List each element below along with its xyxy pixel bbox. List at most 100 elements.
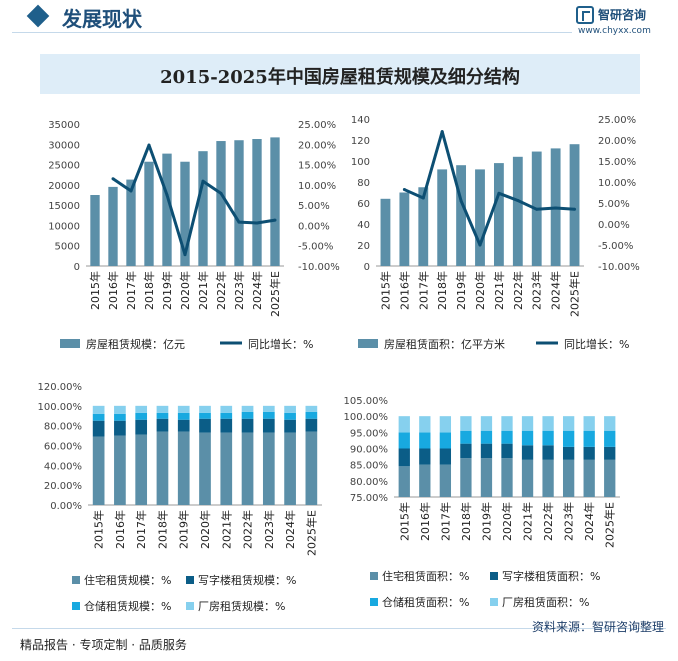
bar bbox=[144, 161, 154, 266]
y-tick-label-right: 15.00% bbox=[298, 161, 336, 172]
bar bbox=[108, 186, 118, 266]
stacked-segment bbox=[419, 464, 431, 497]
stacked-segment bbox=[177, 419, 190, 432]
brand-logo: 智研咨询 www.chyxx.com bbox=[576, 6, 672, 36]
stacked-segment bbox=[262, 411, 275, 419]
stacked-segment bbox=[501, 416, 513, 431]
stacked-segment bbox=[220, 405, 233, 413]
x-tick-label: 2024年 bbox=[283, 510, 297, 549]
stacked-segment bbox=[419, 432, 431, 449]
x-tick-label: 2021年 bbox=[219, 510, 233, 549]
page-footer: 精品报告 · 专项定制 · 品质服务 资料来源：智研咨询整理 bbox=[0, 620, 678, 661]
stacked-segment bbox=[439, 432, 452, 449]
line-point bbox=[111, 177, 115, 181]
x-tick-label: 2021年 bbox=[492, 271, 506, 310]
stacked-segment bbox=[305, 418, 318, 432]
x-tick-label: 2015年 bbox=[92, 510, 106, 549]
x-tick-label: 2022年 bbox=[241, 510, 255, 549]
logo-url: www.chyxx.com bbox=[578, 26, 651, 36]
x-tick-label: 2019年 bbox=[160, 271, 174, 310]
stacked-segment bbox=[419, 448, 431, 465]
stacked-segment bbox=[562, 459, 575, 497]
y-tick-label-left: 35000 bbox=[48, 120, 80, 131]
stacked-segment bbox=[92, 436, 105, 505]
y-tick-label-right: 10.00% bbox=[598, 178, 636, 189]
stacked-segment bbox=[199, 432, 211, 505]
stacked-segment bbox=[542, 445, 554, 460]
legend-swatch bbox=[186, 602, 194, 610]
x-tick-label: 2025年E bbox=[568, 271, 582, 317]
legend-label: 厂房租赁面积：% bbox=[502, 595, 589, 609]
y-tick-label-left: 10000 bbox=[48, 221, 80, 232]
legend-label-bar: 房屋租赁规模：亿元 bbox=[86, 337, 185, 351]
y-tick-label-right: -5.00% bbox=[598, 241, 633, 252]
legend-label: 厂房租赁规模：% bbox=[198, 599, 285, 613]
x-tick-label: 2022年 bbox=[541, 502, 555, 541]
x-tick-label: 2015年 bbox=[378, 271, 392, 310]
legend-swatch bbox=[72, 602, 80, 610]
stacked-segment bbox=[241, 405, 254, 412]
stacked-segment bbox=[92, 420, 105, 437]
stacked-segment bbox=[439, 448, 452, 465]
bar bbox=[252, 139, 262, 266]
stacked-segment bbox=[521, 430, 534, 446]
stacked-segment bbox=[583, 459, 595, 497]
y-tick-label: 120.00% bbox=[38, 382, 83, 393]
line-point bbox=[165, 193, 169, 197]
y-tick-label: 75.00% bbox=[350, 493, 388, 504]
line-point bbox=[478, 243, 482, 247]
stacked-segment bbox=[562, 446, 575, 460]
chart-rental-scale: 35000 30000 25000 20000 15000 10000 5000 0 25.00… bbox=[48, 120, 340, 351]
bar bbox=[493, 163, 504, 266]
y-tick-label: 100.00% bbox=[38, 402, 83, 413]
stacked-segment bbox=[156, 412, 169, 419]
x-tick-label: 2023年 bbox=[262, 510, 276, 549]
y-tick-label-left: 25000 bbox=[48, 161, 80, 172]
stacked-segment bbox=[284, 412, 296, 420]
stacked-segment bbox=[398, 448, 410, 467]
line-point bbox=[201, 179, 205, 183]
stacked-segment bbox=[460, 430, 472, 444]
y-tick-label: 85.00% bbox=[350, 461, 388, 472]
bar bbox=[162, 153, 172, 266]
stacked-segment bbox=[156, 405, 169, 413]
y-tick-label-right: 5.00% bbox=[298, 201, 330, 212]
x-tick-label: 2016年 bbox=[397, 271, 411, 310]
stacked-segment bbox=[604, 416, 616, 431]
bar bbox=[569, 144, 580, 266]
y-tick-label-right: 10.00% bbox=[298, 181, 336, 192]
x-tick-label: 2017年 bbox=[134, 510, 148, 549]
y-tick-label-left: 20 bbox=[357, 241, 370, 252]
stacked-segment bbox=[114, 405, 126, 414]
line-point bbox=[459, 199, 463, 203]
legend-label: 住宅租赁规模：% bbox=[84, 573, 171, 587]
x-tick-label: 2021年 bbox=[521, 502, 535, 541]
stacked-segment bbox=[501, 458, 513, 497]
footer-slogan: 精品报告 · 专项定制 · 品质服务 bbox=[20, 638, 187, 652]
x-tick-label: 2021年 bbox=[196, 271, 210, 310]
y-tick-label-right: 20.00% bbox=[298, 140, 336, 151]
stacked-segment bbox=[562, 416, 575, 431]
logo-icon bbox=[576, 6, 594, 24]
diamond-icon bbox=[26, 4, 50, 28]
stacked-segment bbox=[542, 459, 554, 497]
legend-swatch bbox=[186, 576, 194, 584]
stacked-segment bbox=[305, 405, 318, 412]
y-tick-label-left: 100 bbox=[351, 157, 370, 168]
stacked-segment bbox=[583, 430, 595, 447]
bar bbox=[399, 192, 410, 266]
stacked-segment bbox=[419, 416, 431, 433]
x-tick-label: 2023年 bbox=[562, 502, 576, 541]
stacked-segment bbox=[542, 430, 554, 446]
y-tick-label-right: 5.00% bbox=[598, 199, 630, 210]
bar bbox=[437, 169, 448, 266]
stacked-segment bbox=[284, 432, 296, 505]
bar bbox=[90, 195, 100, 266]
stacked-segment bbox=[398, 416, 410, 433]
stacked-segment bbox=[460, 443, 472, 459]
x-tick-label: 2024年 bbox=[582, 502, 596, 541]
line-point bbox=[516, 198, 520, 202]
stacked-segment bbox=[284, 419, 296, 433]
stacked-segment bbox=[542, 416, 554, 431]
bar bbox=[475, 169, 485, 266]
